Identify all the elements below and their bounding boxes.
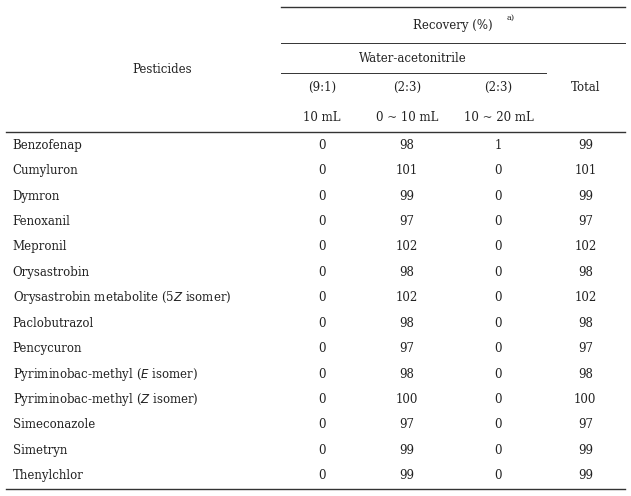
Text: 98: 98 — [578, 266, 593, 279]
Text: Cumyluron: Cumyluron — [13, 164, 78, 177]
Text: 98: 98 — [399, 317, 415, 330]
Text: Benzofenap: Benzofenap — [13, 139, 83, 152]
Text: 0: 0 — [318, 189, 326, 202]
Text: 0: 0 — [318, 393, 326, 406]
Text: 0: 0 — [495, 189, 502, 202]
Text: Pyriminobac-methyl ($\it{Z}$ isomer): Pyriminobac-methyl ($\it{Z}$ isomer) — [13, 391, 198, 408]
Text: 0: 0 — [495, 241, 502, 253]
Text: 99: 99 — [399, 189, 415, 202]
Text: Fenoxanil: Fenoxanil — [13, 215, 71, 228]
Text: 0: 0 — [495, 164, 502, 177]
Text: 0: 0 — [495, 342, 502, 355]
Text: 0: 0 — [318, 444, 326, 457]
Text: Orysastrobin: Orysastrobin — [13, 266, 90, 279]
Text: 98: 98 — [578, 368, 593, 380]
Text: 10 mL: 10 mL — [303, 111, 341, 124]
Text: 0: 0 — [318, 215, 326, 228]
Text: 99: 99 — [399, 444, 415, 457]
Text: (2:3): (2:3) — [393, 81, 421, 94]
Text: (9:1): (9:1) — [308, 81, 336, 94]
Text: 0: 0 — [495, 266, 502, 279]
Text: a): a) — [506, 13, 514, 21]
Text: 0: 0 — [318, 241, 326, 253]
Text: 0: 0 — [318, 139, 326, 152]
Text: 98: 98 — [399, 266, 415, 279]
Text: 100: 100 — [396, 393, 418, 406]
Text: 0: 0 — [318, 317, 326, 330]
Text: 0: 0 — [318, 469, 326, 482]
Text: 0: 0 — [495, 419, 502, 432]
Text: 100: 100 — [574, 393, 596, 406]
Text: 0: 0 — [495, 469, 502, 482]
Text: Thenylchlor: Thenylchlor — [13, 469, 83, 482]
Text: 99: 99 — [578, 189, 593, 202]
Text: Simetryn: Simetryn — [13, 444, 67, 457]
Text: 97: 97 — [578, 342, 593, 355]
Text: 0: 0 — [318, 419, 326, 432]
Text: 0: 0 — [495, 215, 502, 228]
Text: 0: 0 — [318, 164, 326, 177]
Text: 0: 0 — [495, 368, 502, 380]
Text: 0: 0 — [318, 266, 326, 279]
Text: 0: 0 — [318, 342, 326, 355]
Text: 1: 1 — [495, 139, 502, 152]
Text: 97: 97 — [399, 419, 415, 432]
Text: 102: 102 — [574, 291, 596, 304]
Text: 99: 99 — [399, 469, 415, 482]
Text: 97: 97 — [578, 215, 593, 228]
Text: 0 ~ 10 mL: 0 ~ 10 mL — [376, 111, 438, 124]
Text: Recovery (%): Recovery (%) — [413, 19, 493, 32]
Text: 97: 97 — [399, 342, 415, 355]
Text: 101: 101 — [574, 164, 596, 177]
Text: Pencycuron: Pencycuron — [13, 342, 82, 355]
Text: 98: 98 — [399, 368, 415, 380]
Text: Dymron: Dymron — [13, 189, 60, 202]
Text: 102: 102 — [396, 241, 418, 253]
Text: 101: 101 — [396, 164, 418, 177]
Text: 98: 98 — [399, 139, 415, 152]
Text: 102: 102 — [396, 291, 418, 304]
Text: Paclobutrazol: Paclobutrazol — [13, 317, 94, 330]
Text: 99: 99 — [578, 444, 593, 457]
Text: Pyriminobac-methyl ($\it{E}$ isomer): Pyriminobac-methyl ($\it{E}$ isomer) — [13, 366, 198, 382]
Text: 0: 0 — [318, 291, 326, 304]
Text: Mepronil: Mepronil — [13, 241, 67, 253]
Text: Pesticides: Pesticides — [133, 63, 192, 76]
Text: 102: 102 — [574, 241, 596, 253]
Text: Water-acetonitrile: Water-acetonitrile — [360, 52, 467, 64]
Text: 0: 0 — [318, 368, 326, 380]
Text: 0: 0 — [495, 317, 502, 330]
Text: 0: 0 — [495, 291, 502, 304]
Text: Total: Total — [570, 81, 600, 94]
Text: 0: 0 — [495, 393, 502, 406]
Text: 97: 97 — [399, 215, 415, 228]
Text: Simeconazole: Simeconazole — [13, 419, 95, 432]
Text: 10 ~ 20 mL: 10 ~ 20 mL — [464, 111, 533, 124]
Text: 98: 98 — [578, 317, 593, 330]
Text: 0: 0 — [495, 444, 502, 457]
Text: (2:3): (2:3) — [485, 81, 512, 94]
Text: 99: 99 — [578, 139, 593, 152]
Text: Orysastrobin metabolite (5$\it{Z}$ isomer): Orysastrobin metabolite (5$\it{Z}$ isome… — [13, 289, 231, 306]
Text: 99: 99 — [578, 469, 593, 482]
Text: 97: 97 — [578, 419, 593, 432]
